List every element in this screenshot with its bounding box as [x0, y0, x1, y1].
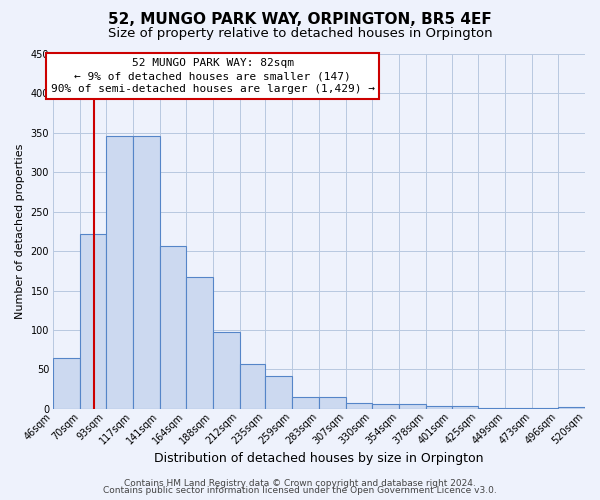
Bar	[532, 408, 558, 409]
Bar	[426, 406, 452, 409]
Text: Contains public sector information licensed under the Open Government Licence v3: Contains public sector information licen…	[103, 486, 497, 495]
Bar	[265, 376, 292, 409]
Bar	[80, 234, 106, 409]
Text: 52 MUNGO PARK WAY: 82sqm
← 9% of detached houses are smaller (147)
90% of semi-d: 52 MUNGO PARK WAY: 82sqm ← 9% of detache…	[50, 58, 374, 94]
Bar	[452, 406, 478, 409]
Bar	[505, 408, 532, 409]
Bar	[346, 403, 372, 409]
Bar	[292, 397, 319, 409]
Bar	[319, 397, 346, 409]
Text: Contains HM Land Registry data © Crown copyright and database right 2024.: Contains HM Land Registry data © Crown c…	[124, 478, 476, 488]
Text: Size of property relative to detached houses in Orpington: Size of property relative to detached ho…	[107, 28, 493, 40]
Bar	[399, 404, 426, 409]
Bar	[239, 364, 265, 409]
Bar	[160, 246, 185, 409]
Bar	[53, 358, 80, 409]
Text: 52, MUNGO PARK WAY, ORPINGTON, BR5 4EF: 52, MUNGO PARK WAY, ORPINGTON, BR5 4EF	[108, 12, 492, 28]
Bar	[212, 332, 239, 409]
Bar	[558, 407, 585, 409]
Y-axis label: Number of detached properties: Number of detached properties	[15, 144, 25, 319]
Bar	[478, 408, 505, 409]
Bar	[106, 136, 133, 409]
Bar	[185, 277, 212, 409]
Bar	[372, 404, 399, 409]
Bar	[133, 136, 160, 409]
X-axis label: Distribution of detached houses by size in Orpington: Distribution of detached houses by size …	[154, 452, 484, 465]
